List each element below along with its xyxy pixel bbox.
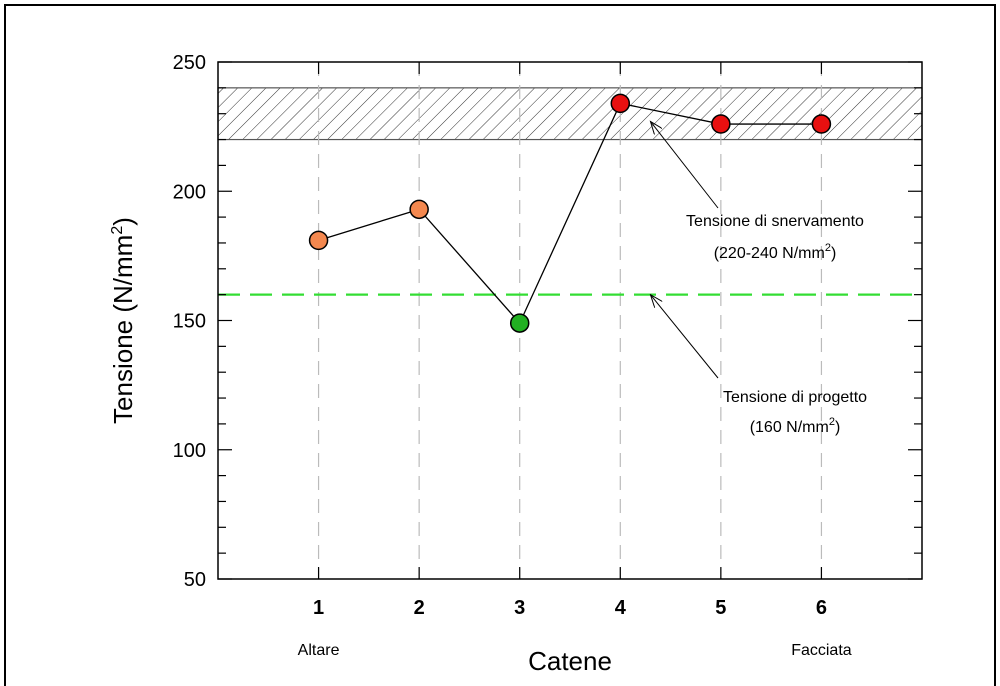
data-point [409, 199, 429, 220]
y-tick-label: 100 [173, 440, 206, 462]
data-point [711, 114, 731, 134]
annotation-line2-superscript: 2 [829, 416, 835, 428]
x-tick-label: 5 [715, 597, 726, 619]
series-line [318, 102, 822, 325]
data-point [811, 114, 832, 134]
annotation-line2-main: (220-240 N/mm [714, 245, 825, 262]
category-note: Facciata [791, 642, 852, 659]
bands-layer [217, 87, 923, 141]
x-tick-label: 4 [615, 597, 627, 619]
data-point [509, 313, 530, 333]
x-axis-title: Catene [528, 646, 612, 676]
y-axis-title-end: ) [108, 217, 138, 226]
y-tick-label: 250 [173, 52, 206, 74]
y-tick-label: 200 [173, 181, 206, 203]
x-tick-label: 3 [514, 597, 525, 619]
y-axis-title: Tensione (N/mm2) [108, 217, 138, 424]
x-tick-label: 1 [313, 597, 324, 619]
y-axis-title-superscript: 2 [109, 226, 126, 235]
annotation-arrow [650, 295, 719, 379]
data-point [610, 93, 631, 114]
annotation-line1: Tensione di snervamento [686, 213, 864, 230]
annotation-arrow [650, 121, 719, 209]
yield-band [217, 87, 923, 141]
annotation-line2-end: ) [831, 245, 836, 262]
annotation-line2: (220-240 N/mm2) [714, 242, 837, 262]
y-tick-label: 50 [184, 569, 206, 591]
annotations-layer: Tensione di snervamento(220-240 N/mm2)Te… [650, 121, 867, 436]
figure-border [4, 4, 996, 686]
annotation-line2-superscript: 2 [825, 242, 831, 254]
y-tick-label: 150 [173, 311, 206, 333]
annotation-line2-main: (160 N/mm [750, 419, 829, 436]
annotation-line2: (160 N/mm2) [750, 416, 841, 436]
category-note: Altare [298, 642, 340, 659]
y-axis-title-main: Tensione (N/mm [108, 235, 138, 424]
data-point [308, 230, 329, 251]
annotation-line2-end: ) [835, 419, 840, 436]
x-tick-label: 6 [816, 597, 827, 619]
ticks-layer: 50 100 150 200 250 1 2 3 4 5 6 Altare Facciata [173, 52, 922, 659]
annotation-line1: Tensione di progetto [723, 389, 867, 406]
series-layer [308, 93, 832, 333]
x-tick-label: 2 [414, 597, 425, 619]
